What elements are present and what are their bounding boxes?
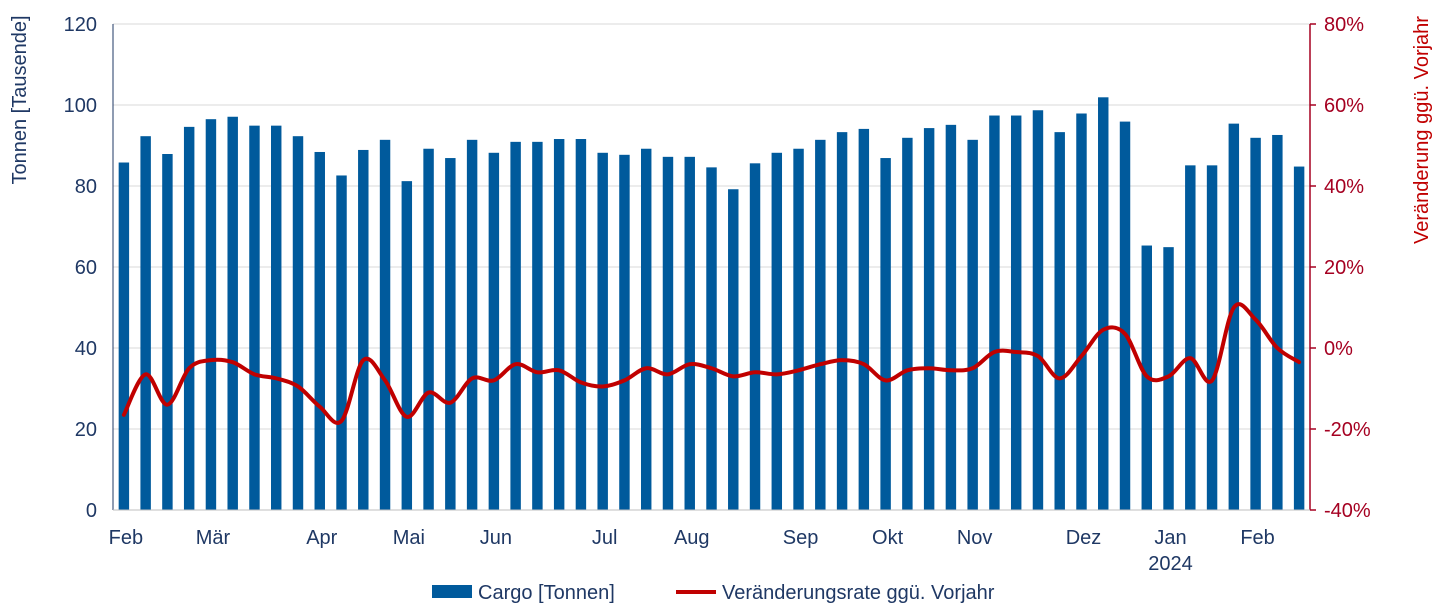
bar	[1119, 121, 1131, 510]
x-tick-label: Mai	[393, 527, 425, 549]
bar	[227, 116, 238, 510]
bar	[249, 125, 260, 511]
left-tick-label: 40	[75, 338, 97, 360]
bar	[510, 141, 521, 510]
bar	[749, 163, 761, 510]
bar	[815, 139, 826, 510]
bar	[1293, 166, 1305, 510]
bar	[619, 154, 630, 510]
bar	[923, 128, 935, 510]
bar	[836, 132, 848, 510]
legend-swatch-bars	[432, 585, 472, 598]
bar	[1228, 123, 1240, 510]
right-tick-label: -20%	[1324, 419, 1371, 441]
bar	[183, 126, 195, 511]
bar	[292, 136, 304, 510]
right-axis-ticks: -40% -20% 0% 20% 40% 60% 80%	[1310, 14, 1371, 522]
right-tick-label: 0%	[1324, 338, 1353, 360]
bar	[771, 152, 783, 511]
right-tick-label: -40%	[1324, 500, 1371, 522]
right-tick-label: 20%	[1324, 257, 1364, 279]
right-tick-label: 40%	[1324, 176, 1364, 198]
left-axis-title: Tonnen [Tausende]	[9, 15, 31, 184]
bar	[967, 139, 978, 510]
legend: Cargo [Tonnen] Veränderungsrate ggü. Vor…	[432, 582, 995, 604]
bar	[1032, 110, 1044, 510]
bar	[1076, 113, 1087, 510]
bar	[423, 148, 434, 511]
bar	[902, 137, 913, 510]
bar	[1272, 134, 1283, 510]
left-tick-label: 100	[64, 95, 97, 117]
bar	[684, 156, 695, 510]
x-tick-label: Apr	[306, 527, 337, 549]
x-tick-label: Aug	[674, 527, 710, 549]
x-tick-label: Jul	[592, 527, 618, 549]
bar	[793, 148, 804, 511]
right-tick-label: 80%	[1324, 14, 1364, 36]
bar	[1054, 132, 1065, 510]
left-tick-label: 20	[75, 419, 97, 441]
bar	[271, 125, 282, 511]
x-tick-label: Okt	[872, 527, 904, 549]
bar	[597, 152, 608, 511]
x-tick-label: Dez	[1066, 527, 1102, 549]
bar	[532, 141, 543, 510]
left-tick-label: 60	[75, 257, 97, 279]
bar	[336, 175, 347, 510]
bar	[140, 136, 151, 510]
bar	[553, 139, 565, 510]
x-tick-label: Jun	[480, 527, 512, 549]
bar	[945, 124, 957, 510]
bar	[706, 167, 717, 510]
left-tick-label: 120	[64, 14, 97, 36]
change-rate-line	[121, 302, 1302, 425]
bar	[1206, 165, 1218, 510]
x-tick-label: Feb	[109, 527, 143, 549]
bar	[466, 139, 478, 510]
bar	[488, 152, 500, 511]
x-tick-label: Nov	[957, 527, 993, 549]
bar	[1185, 165, 1196, 510]
legend-label-bars: Cargo [Tonnen]	[478, 582, 615, 604]
x-tick-label: Jan	[1154, 527, 1186, 549]
bar-series-cargo	[118, 97, 1305, 511]
left-tick-label: 80	[75, 176, 97, 198]
bar	[445, 158, 456, 511]
right-tick-label: 60%	[1324, 95, 1364, 117]
line-series-change-rate	[121, 302, 1302, 425]
bar	[401, 181, 413, 510]
bar	[1098, 97, 1109, 511]
bar	[640, 148, 652, 511]
bar	[205, 119, 217, 511]
x-tick-label: Feb	[1240, 527, 1274, 549]
bar	[1250, 137, 1261, 510]
x-year-label: 2024	[1148, 553, 1193, 575]
x-axis-ticks: Feb Mär Apr Mai Jun Jul Aug Sep Okt Nov Dez Jan Feb 2…	[109, 527, 1275, 575]
left-axis-ticks: 0 20 40 60 80 100 120	[64, 14, 97, 522]
bar	[1163, 247, 1174, 510]
bar	[575, 139, 587, 510]
bar	[662, 156, 674, 510]
bar	[880, 158, 891, 511]
bar	[118, 162, 130, 510]
bar	[379, 139, 391, 510]
x-tick-label: Sep	[783, 527, 819, 549]
right-axis-title: Veränderung ggü. Vorjahr	[1411, 16, 1433, 244]
x-tick-label: Mär	[196, 527, 231, 549]
bar	[728, 189, 739, 511]
legend-label-line: Veränderungsrate ggü. Vorjahr	[722, 582, 995, 604]
bar	[858, 128, 870, 510]
bar	[358, 149, 369, 510]
bar	[989, 115, 1000, 510]
bar	[162, 154, 173, 510]
left-tick-label: 0	[86, 500, 97, 522]
bar	[314, 151, 325, 511]
bar	[1010, 115, 1022, 510]
